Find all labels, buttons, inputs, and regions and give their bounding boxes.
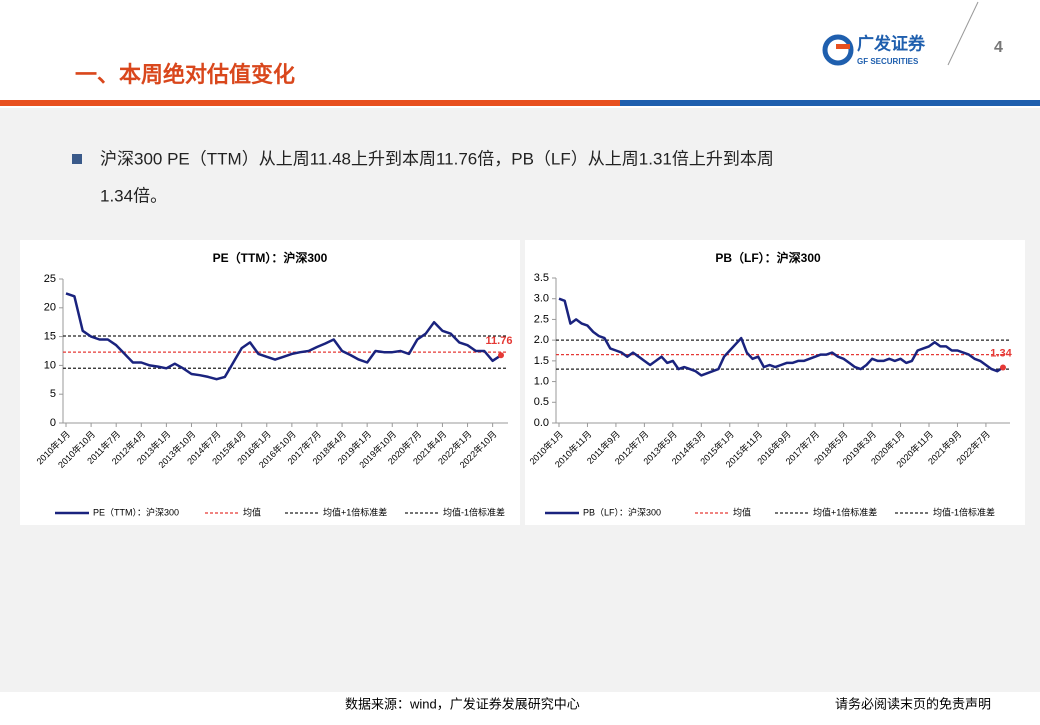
legend-label: PE（TTM）：沪深300 bbox=[93, 506, 179, 517]
y-tick-label: 0.5 bbox=[534, 396, 549, 408]
chart-panel bbox=[20, 240, 520, 525]
y-tick-label: 3.0 bbox=[534, 293, 549, 305]
y-tick-label: 20 bbox=[44, 302, 56, 314]
header-divider bbox=[947, 1, 979, 66]
legend-label: 均值+1倍标准差 bbox=[813, 506, 877, 517]
logo-cn: 广发证券 bbox=[857, 33, 926, 53]
bullet-text: 沪深300 PE（TTM）从上周11.48上升到本周11.76倍，PB（LF）从… bbox=[100, 149, 774, 168]
y-tick-label: 10 bbox=[44, 359, 56, 371]
page-number: 4 bbox=[994, 39, 1003, 56]
series-line bbox=[558, 297, 1004, 377]
header-bar-orange bbox=[0, 100, 620, 106]
logo-mark bbox=[822, 34, 854, 66]
bullet-square bbox=[72, 154, 82, 164]
y-tick-label: 25 bbox=[44, 273, 56, 285]
series-line bbox=[65, 292, 502, 381]
slide-title: 一、本周绝对估值变化 bbox=[75, 62, 295, 87]
y-tick-label: 0 bbox=[50, 417, 56, 429]
y-tick-label: 0.0 bbox=[534, 417, 549, 429]
legend-label: 均值 bbox=[243, 506, 261, 517]
disclaimer: 请务必阅读末页的免责声明 bbox=[835, 696, 991, 711]
y-tick-label: 15 bbox=[44, 331, 56, 343]
y-tick-label: 3.5 bbox=[534, 272, 549, 284]
y-tick-label: 1.5 bbox=[534, 355, 549, 367]
legend-label: 均值-1倍标准差 bbox=[933, 506, 995, 517]
logo-en: GF SECURITIES bbox=[857, 57, 919, 66]
chart-title: PB（LF）：沪深300 bbox=[715, 250, 821, 265]
end-point bbox=[498, 352, 504, 359]
bullet-text: 1.34倍。 bbox=[100, 186, 167, 205]
source-note: 数据来源：wind，广发证券发展研究中心 bbox=[345, 696, 580, 711]
legend-label: 均值 bbox=[733, 506, 751, 517]
y-tick-label: 5 bbox=[50, 388, 56, 400]
logo-mark-accent bbox=[836, 44, 850, 49]
y-tick-label: 2.5 bbox=[534, 313, 549, 325]
end-label: 11.76 bbox=[486, 335, 513, 347]
legend-label: 均值-1倍标准差 bbox=[443, 506, 505, 517]
header-bar-blue bbox=[620, 100, 1040, 106]
chart-panel bbox=[525, 240, 1025, 525]
end-point bbox=[1000, 364, 1006, 371]
legend-label: PB（LF）：沪深300 bbox=[583, 506, 661, 517]
y-tick-label: 1.0 bbox=[534, 375, 549, 387]
legend-label: 均值+1倍标准差 bbox=[323, 506, 387, 517]
chart-title: PE（TTM）：沪深300 bbox=[213, 250, 328, 265]
y-tick-label: 2.0 bbox=[534, 334, 549, 346]
end-label: 1.34 bbox=[990, 347, 1012, 359]
